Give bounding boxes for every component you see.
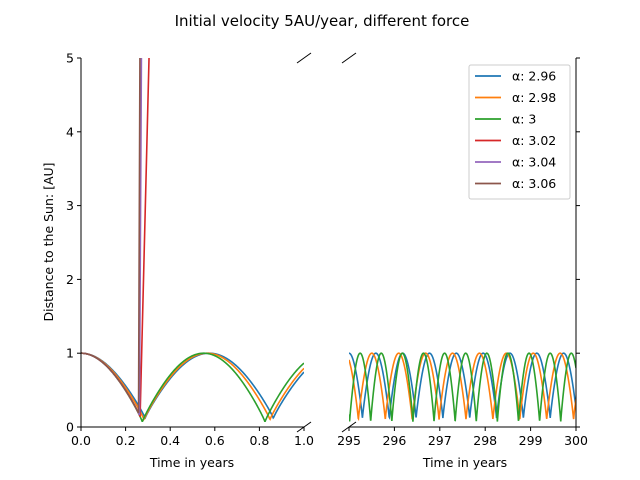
- legend-box: [468, 64, 571, 200]
- right-x-tick-label: 297: [428, 433, 452, 448]
- series-line-right-0: [349, 352, 576, 420]
- series-line-left-5: [81, 58, 141, 414]
- axis-break-mark: [296, 52, 312, 64]
- right-x-tick-label: 300: [564, 433, 588, 448]
- legend-label: α: 3.06: [512, 176, 556, 191]
- y-tick-label: 0: [66, 420, 74, 435]
- y-tick-label: 5: [66, 51, 74, 66]
- legend-label: α: 3: [512, 112, 536, 127]
- chart-title: Initial velocity 5AU/year, different for…: [175, 12, 470, 30]
- right-x-tick-label: 296: [382, 433, 406, 448]
- right-panel: 295 296 297 298 299 300: [337, 57, 588, 448]
- y-tick-label: 1: [66, 346, 74, 361]
- right-x-tick-label: 295: [337, 433, 361, 448]
- legend-label: α: 2.98: [512, 90, 556, 105]
- left-x-tick-label: 0.4: [160, 433, 180, 448]
- series-line-left-1: [81, 352, 304, 421]
- legend-label: α: 2.96: [512, 69, 556, 84]
- left-x-tick-label: 0.6: [205, 433, 225, 448]
- series-line-left-2: [81, 352, 304, 422]
- series-line-left-0: [81, 352, 304, 420]
- left-x-tick-label: 1.0: [294, 433, 314, 448]
- legend: α: 2.96 α: 2.98 α: 3 α: 3.02 α: 3.04 α: 3.06: [468, 64, 571, 200]
- left-series-group: [81, 58, 304, 422]
- right-x-tick-label: 298: [473, 433, 497, 448]
- legend-label: α: 3.04: [512, 155, 556, 170]
- right-series-group: [349, 352, 576, 422]
- legend-label: α: 3.02: [512, 133, 556, 148]
- y-axis-label: Distance to the Sun: [AU]: [41, 162, 56, 321]
- y-tick-label: 3: [66, 198, 74, 213]
- left-x-tick-label: 0.2: [116, 433, 136, 448]
- left-panel: 0 1 2 3 4 5 0.0 0.2 0.4 0.6 0.8 1.0: [66, 51, 357, 448]
- series-line-right-1: [349, 352, 576, 422]
- axis-break-mark: [341, 52, 357, 64]
- right-x-tick-label: 299: [519, 433, 543, 448]
- left-x-tick-label: 0.0: [71, 433, 91, 448]
- y-tick-label: 4: [66, 124, 74, 139]
- series-line-right-2: [349, 352, 576, 422]
- left-x-axis-label: Time in years: [149, 455, 234, 470]
- right-x-axis-label: Time in years: [422, 455, 507, 470]
- left-x-tick-label: 0.8: [249, 433, 269, 448]
- y-tick-label: 2: [66, 272, 74, 287]
